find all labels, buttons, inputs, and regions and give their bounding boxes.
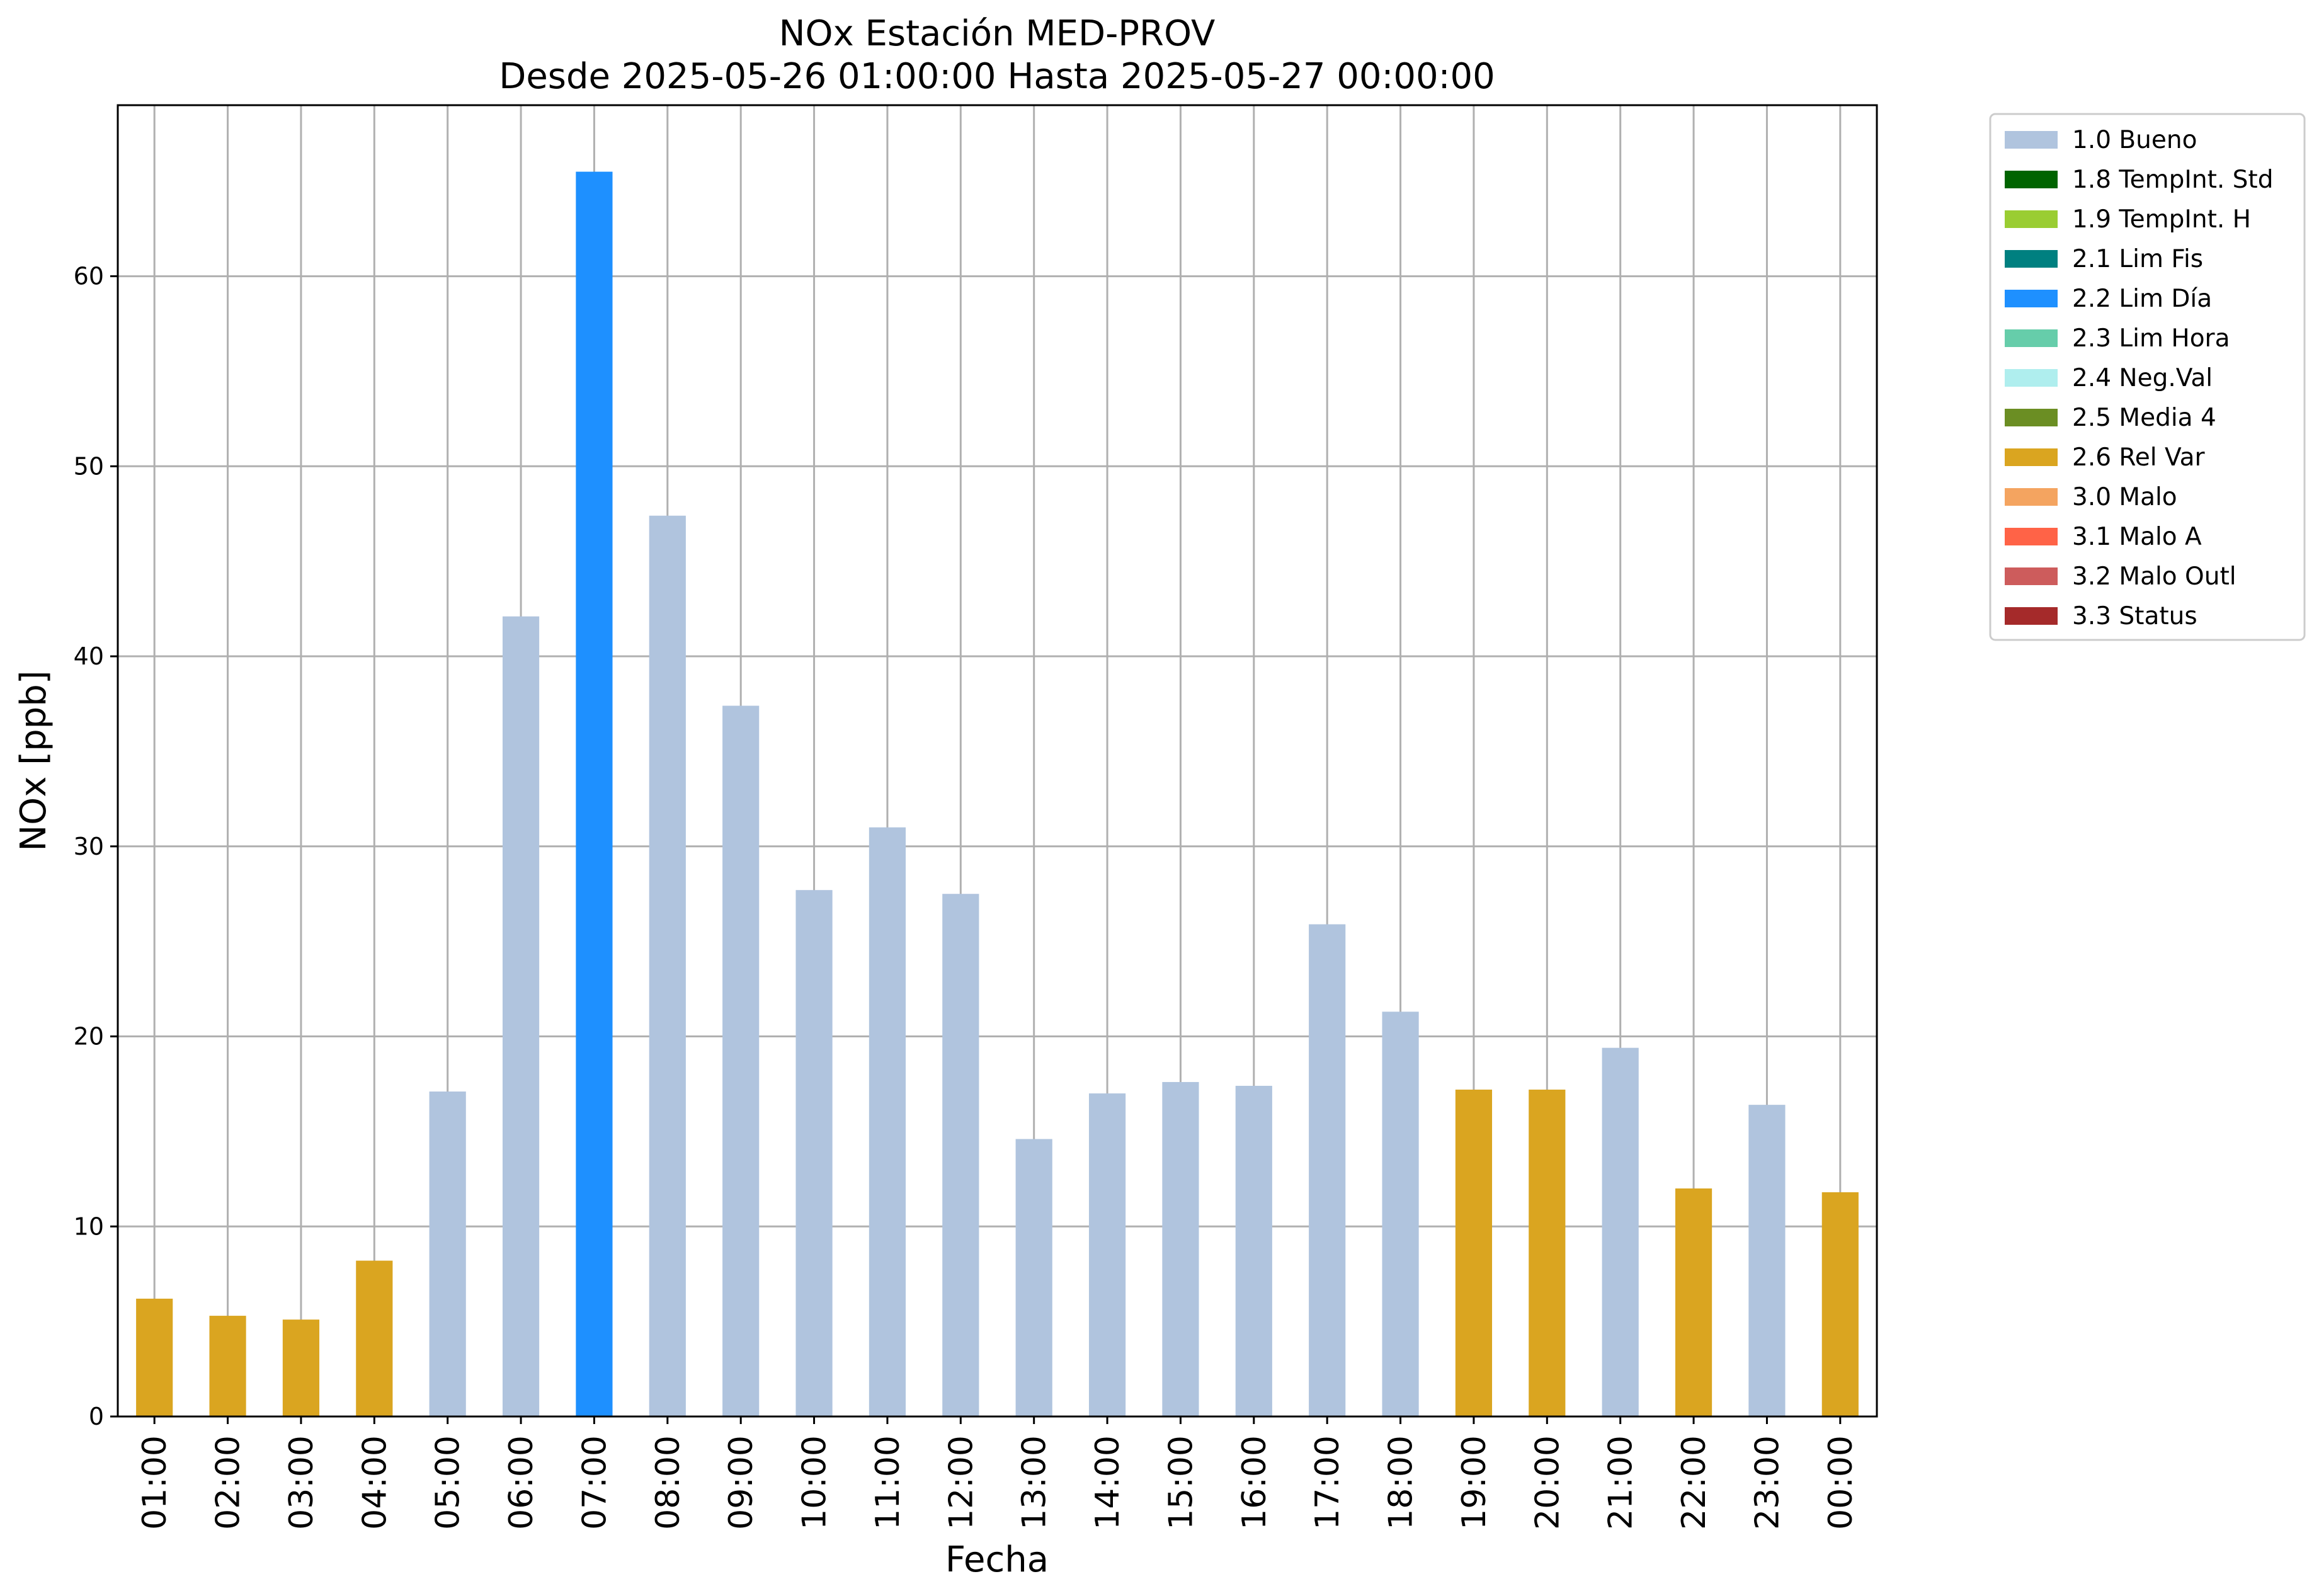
bar-0400 xyxy=(356,1260,393,1416)
x-tick-label: 15:00 xyxy=(1162,1435,1200,1530)
x-tick-label: 23:00 xyxy=(1748,1435,1786,1530)
legend-label: 1.8 TempInt. Std xyxy=(2072,166,2273,194)
legend-swatch-2-3 xyxy=(2005,329,2058,347)
bar-2200 xyxy=(1675,1188,1712,1416)
bar-1900 xyxy=(1455,1090,1493,1416)
x-tick-label: 01:00 xyxy=(136,1435,174,1530)
legend-label: 2.6 Rel Var xyxy=(2072,443,2206,472)
bar-1600 xyxy=(1235,1085,1272,1416)
bar-1400 xyxy=(1088,1093,1126,1416)
bar-0700 xyxy=(576,171,613,1417)
legend-swatch-3-1 xyxy=(2005,528,2058,545)
bar-0000 xyxy=(1821,1192,1859,1416)
bar-0900 xyxy=(722,705,760,1416)
legend-swatch-2-1 xyxy=(2005,250,2058,268)
x-tick-label: 12:00 xyxy=(942,1435,980,1530)
y-tick-label: 0 xyxy=(89,1403,104,1430)
x-tick-label: 20:00 xyxy=(1529,1435,1566,1530)
legend-box xyxy=(1989,113,2306,641)
chart-subtitle: Desde 2025-05-26 01:00:00 Hasta 2025-05-… xyxy=(499,56,1495,97)
x-tick-label: 03:00 xyxy=(283,1435,321,1530)
bar-0600 xyxy=(502,616,540,1417)
x-axis-ticks: 01:00 02:00 03:00 04:00 05:00 06:00 07:00 08:00… xyxy=(136,1416,1860,1530)
x-tick-label: 09:00 xyxy=(722,1435,760,1530)
y-axis-label: NOx [ppb] xyxy=(13,670,54,851)
x-tick-label: 11:00 xyxy=(869,1435,907,1530)
bar-1100 xyxy=(869,827,906,1416)
x-tick-label: 05:00 xyxy=(430,1435,467,1530)
legend-label: 1.0 Bueno xyxy=(2072,126,2197,154)
x-tick-label: 08:00 xyxy=(649,1435,687,1530)
legend-label: 3.2 Malo Outl xyxy=(2072,562,2236,591)
y-tick-label: 60 xyxy=(74,263,104,290)
legend: 1.0 Bueno 1.8 TempInt. Std 1.9 TempInt. H 2… xyxy=(1989,113,2306,641)
x-tick-label: 07:00 xyxy=(576,1435,613,1530)
legend-swatch-2-2 xyxy=(2005,290,2058,307)
y-tick-label: 50 xyxy=(74,452,104,480)
legend-label: 3.0 Malo xyxy=(2072,483,2177,511)
bar-2000 xyxy=(1529,1090,1566,1416)
bar-0300 xyxy=(282,1320,320,1416)
legend-swatch-1-0 xyxy=(2005,131,2058,149)
bar-0500 xyxy=(429,1092,466,1416)
y-tick-label: 20 xyxy=(74,1023,104,1051)
bar-0100 xyxy=(136,1298,173,1416)
x-tick-label: 21:00 xyxy=(1602,1435,1640,1530)
legend-label: 1.9 TempInt. H xyxy=(2072,205,2251,234)
x-tick-label: 00:00 xyxy=(1822,1435,1860,1530)
bars xyxy=(136,171,1859,1417)
legend-swatch-3-0 xyxy=(2005,488,2058,506)
x-tick-label: 17:00 xyxy=(1309,1435,1347,1530)
legend-label: 2.5 Media 4 xyxy=(2072,404,2216,432)
chart-title: NOx Estación MED-PROV xyxy=(779,13,1216,54)
x-tick-label: 10:00 xyxy=(796,1435,834,1530)
legend-swatch-3-2 xyxy=(2005,567,2058,585)
bar-2100 xyxy=(1602,1047,1639,1416)
y-axis-ticks: 0 10 20 30 40 50 60 xyxy=(74,263,118,1430)
y-tick-label: 40 xyxy=(74,642,104,670)
legend-label: 2.2 Lim Día xyxy=(2072,285,2212,313)
bar-0800 xyxy=(649,515,686,1416)
x-tick-label: 14:00 xyxy=(1089,1435,1127,1530)
y-tick-label: 30 xyxy=(74,833,104,860)
bar-0200 xyxy=(209,1316,246,1416)
legend-label: 2.1 Lim Fis xyxy=(2072,245,2203,273)
x-tick-label: 13:00 xyxy=(1016,1435,1054,1530)
bar-1700 xyxy=(1309,924,1346,1416)
x-tick-label: 22:00 xyxy=(1675,1435,1713,1530)
x-tick-label: 18:00 xyxy=(1382,1435,1420,1530)
legend-swatch-1-8 xyxy=(2005,171,2058,188)
bar-2300 xyxy=(1748,1105,1786,1416)
plot-frame xyxy=(117,104,1878,1418)
legend-label: 2.3 Lim Hora xyxy=(2072,324,2230,353)
x-tick-label: 04:00 xyxy=(356,1435,394,1530)
x-tick-label: 06:00 xyxy=(503,1435,540,1530)
legend-swatch-2-6 xyxy=(2005,448,2058,466)
bar-1300 xyxy=(1015,1139,1052,1416)
bar-1200 xyxy=(942,894,979,1416)
bar-1000 xyxy=(795,890,833,1416)
y-tick-label: 10 xyxy=(74,1212,104,1240)
legend-swatch-2-4 xyxy=(2005,369,2058,387)
x-tick-label: 19:00 xyxy=(1456,1435,1493,1530)
x-tick-label: 02:00 xyxy=(210,1435,248,1530)
legend-label: 3.3 Status xyxy=(2072,602,2197,630)
legend-swatch-3-3 xyxy=(2005,607,2058,625)
x-tick-label: 16:00 xyxy=(1236,1435,1273,1530)
x-axis-label: Fecha xyxy=(945,1539,1049,1580)
legend-swatch-2-5 xyxy=(2005,409,2058,426)
legend-label: 2.4 Neg.Val xyxy=(2072,364,2213,392)
bar-1800 xyxy=(1382,1012,1419,1416)
bar-1500 xyxy=(1162,1081,1199,1416)
legend-label: 3.1 Malo A xyxy=(2072,523,2202,551)
legend-swatch-1-9 xyxy=(2005,210,2058,228)
